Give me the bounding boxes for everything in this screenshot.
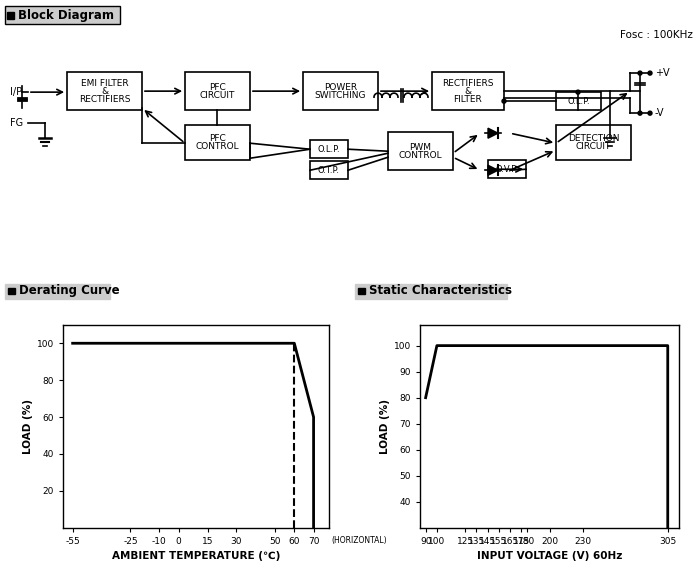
Text: PFC: PFC — [209, 134, 226, 143]
Text: O.L.P.: O.L.P. — [567, 97, 590, 106]
FancyBboxPatch shape — [556, 125, 631, 160]
Circle shape — [638, 111, 642, 115]
Y-axis label: LOAD (%): LOAD (%) — [379, 399, 390, 454]
Text: CIRCUIT: CIRCUIT — [199, 90, 235, 100]
FancyBboxPatch shape — [556, 92, 601, 110]
Bar — [355, 284, 507, 299]
Circle shape — [648, 71, 652, 75]
Polygon shape — [488, 165, 498, 175]
Text: +V: +V — [655, 68, 670, 78]
Text: CONTROL: CONTROL — [196, 142, 239, 151]
Text: Fosc : 100KHz: Fosc : 100KHz — [620, 30, 693, 40]
Polygon shape — [488, 128, 498, 138]
Bar — [5, 284, 110, 299]
Text: O.T.P.: O.T.P. — [318, 166, 340, 175]
Text: EMI FILTER: EMI FILTER — [80, 79, 128, 88]
X-axis label: INPUT VOLTAGE (V) 60Hz: INPUT VOLTAGE (V) 60Hz — [477, 552, 622, 561]
Bar — [8, 288, 15, 295]
Text: -V: -V — [655, 108, 664, 118]
Text: Derating Curve: Derating Curve — [19, 285, 120, 298]
FancyBboxPatch shape — [432, 72, 504, 110]
Text: O.L.P.: O.L.P. — [318, 145, 340, 154]
FancyBboxPatch shape — [185, 125, 250, 160]
Text: PFC: PFC — [209, 82, 226, 92]
FancyBboxPatch shape — [388, 132, 453, 171]
Text: CONTROL: CONTROL — [399, 151, 442, 160]
Circle shape — [502, 99, 506, 103]
Text: RECTIFIERS: RECTIFIERS — [78, 95, 130, 104]
Y-axis label: LOAD (%): LOAD (%) — [22, 399, 33, 454]
Text: O.V.P.: O.V.P. — [496, 165, 518, 174]
X-axis label: AMBIENT TEMPERATURE (℃): AMBIENT TEMPERATURE (℃) — [112, 552, 280, 561]
Text: POWER: POWER — [324, 82, 357, 92]
FancyBboxPatch shape — [185, 72, 250, 110]
Text: DETECTION: DETECTION — [568, 134, 620, 143]
Text: PWM: PWM — [410, 143, 431, 152]
Bar — [358, 288, 365, 295]
Text: CIRCUIT: CIRCUIT — [576, 142, 611, 151]
Text: I/P: I/P — [10, 87, 22, 97]
Circle shape — [576, 90, 580, 94]
Text: FG: FG — [10, 118, 23, 128]
FancyBboxPatch shape — [67, 72, 142, 110]
Circle shape — [638, 71, 642, 75]
Text: RECTIFIERS: RECTIFIERS — [442, 79, 493, 88]
Text: &: & — [464, 86, 472, 96]
Text: FILTER: FILTER — [454, 95, 482, 104]
FancyBboxPatch shape — [488, 160, 526, 178]
FancyBboxPatch shape — [5, 6, 120, 24]
Text: Block Diagram: Block Diagram — [18, 9, 114, 22]
FancyBboxPatch shape — [310, 140, 348, 158]
Text: Static Characteristics: Static Characteristics — [369, 285, 512, 298]
Circle shape — [648, 111, 652, 115]
Text: &: & — [101, 86, 108, 96]
Text: SWITCHING: SWITCHING — [315, 90, 366, 100]
Bar — [7, 12, 14, 19]
Text: (HORIZONTAL): (HORIZONTAL) — [332, 536, 387, 546]
FancyBboxPatch shape — [310, 161, 348, 179]
FancyBboxPatch shape — [303, 72, 378, 110]
